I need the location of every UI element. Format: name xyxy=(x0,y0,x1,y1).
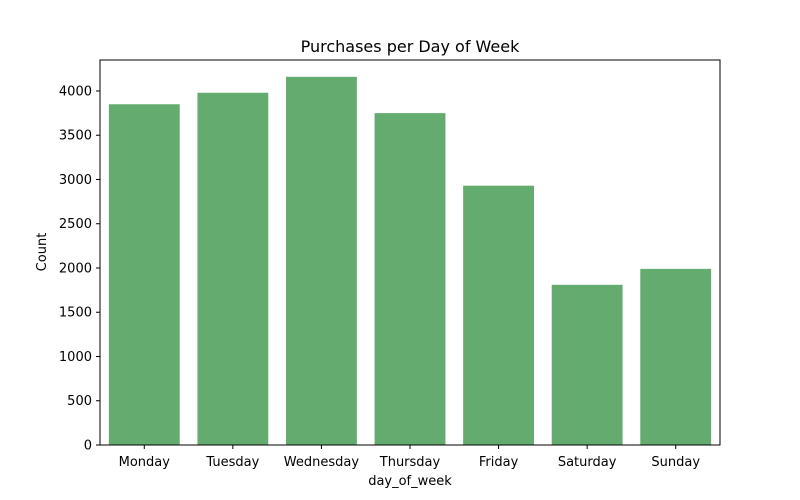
x-axis-label: day_of_week xyxy=(368,474,452,489)
y-tick-label-1500: 1500 xyxy=(59,306,92,321)
y-tick-label-3000: 3000 xyxy=(59,173,92,188)
y-tick-label-1000: 1000 xyxy=(59,350,92,365)
bar-saturday xyxy=(551,284,623,445)
bar-sunday xyxy=(640,268,712,445)
bar-tuesday xyxy=(197,92,269,445)
y-tick-label-4000: 4000 xyxy=(59,84,92,99)
plot-frame xyxy=(99,59,721,446)
bar-monday xyxy=(108,104,180,446)
x-tick-label-friday: Friday xyxy=(479,455,519,470)
x-tick-label-thursday: Thursday xyxy=(379,455,441,470)
x-tick-label-tuesday: Tuesday xyxy=(205,455,259,470)
x-tick-label-wednesday: Wednesday xyxy=(284,455,360,470)
chart-title: Purchases per Day of Week xyxy=(301,37,521,56)
y-tick-label-2500: 2500 xyxy=(59,217,92,232)
x-tick-label-saturday: Saturday xyxy=(558,455,617,470)
y-tick-label-2000: 2000 xyxy=(59,261,92,276)
y-tick-label-3500: 3500 xyxy=(59,129,92,144)
bar-wednesday xyxy=(286,76,357,445)
x-axis: Monday Tuesday Wednesday Thursday Friday Satu… xyxy=(119,445,700,470)
y-axis-label: Count xyxy=(35,233,50,272)
bars-layer xyxy=(108,76,712,446)
y-tick-label-0: 0 xyxy=(84,439,92,454)
x-tick-label-monday: Monday xyxy=(119,455,171,470)
x-tick-label-sunday: Sunday xyxy=(651,455,700,470)
bar-friday xyxy=(463,185,534,445)
y-tick-label-500: 500 xyxy=(67,394,92,409)
y-axis: 0 500 1000 1500 2000 2500 3000 3500 4000 xyxy=(59,84,100,454)
bar-thursday xyxy=(374,113,446,445)
